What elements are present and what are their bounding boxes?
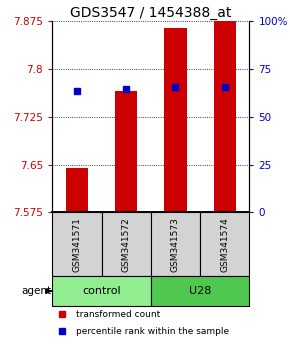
Bar bbox=[164, 28, 186, 212]
Bar bbox=[102, 212, 151, 276]
Text: GSM341574: GSM341574 bbox=[220, 217, 229, 272]
Bar bbox=[214, 21, 236, 212]
Text: percentile rank within the sample: percentile rank within the sample bbox=[76, 327, 229, 336]
Text: agent: agent bbox=[21, 286, 51, 296]
Bar bbox=[151, 276, 249, 306]
Bar bbox=[52, 212, 102, 276]
Text: control: control bbox=[82, 286, 121, 296]
Bar bbox=[200, 212, 249, 276]
Bar bbox=[115, 91, 137, 212]
Title: GDS3547 / 1454388_at: GDS3547 / 1454388_at bbox=[70, 6, 231, 20]
Bar bbox=[151, 212, 200, 276]
Bar bbox=[66, 168, 88, 212]
Text: GSM341572: GSM341572 bbox=[122, 217, 131, 272]
Text: GSM341571: GSM341571 bbox=[72, 217, 81, 272]
Bar bbox=[52, 276, 151, 306]
Text: U28: U28 bbox=[189, 286, 211, 296]
Text: transformed count: transformed count bbox=[76, 310, 160, 319]
Text: GSM341573: GSM341573 bbox=[171, 217, 180, 272]
